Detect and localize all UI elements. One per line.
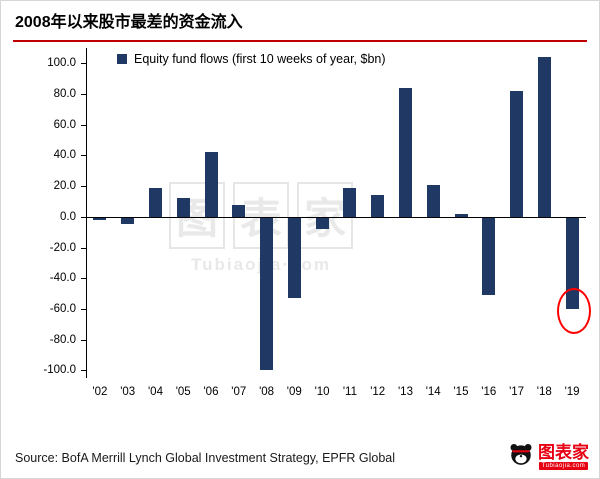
bar: [121, 216, 135, 225]
legend-swatch: [117, 54, 127, 64]
x-tick-label: '14: [425, 386, 441, 398]
legend-label: Equity fund flows (first 10 weeks of yea…: [134, 52, 386, 66]
y-tick-label: 20.0: [53, 180, 76, 193]
page-title: 2008年以来股市最差的资金流入: [15, 14, 243, 31]
y-tick-label: -40.0: [49, 272, 76, 285]
logo-url-text: Tubiaojia.com: [538, 461, 589, 470]
y-tick-label: 60.0: [53, 118, 76, 131]
y-tick: [81, 308, 86, 310]
y-tick: [81, 278, 86, 280]
y-tick: [81, 339, 86, 341]
bar: [232, 204, 246, 217]
y-tick: [81, 186, 86, 188]
bar: [260, 216, 274, 371]
x-tick-label: '05: [175, 386, 191, 398]
x-tick-label: '19: [564, 386, 580, 398]
y-tick-label: 100.0: [47, 57, 76, 70]
bar: [565, 216, 579, 309]
x-tick-label: '15: [453, 386, 469, 398]
bar: [204, 152, 218, 217]
chart-legend: Equity fund flows (first 10 weeks of yea…: [117, 52, 386, 66]
bar: [454, 213, 468, 217]
x-tick-label: '12: [370, 386, 386, 398]
y-tick-label: -60.0: [49, 302, 76, 315]
y-tick: [81, 124, 86, 126]
x-tick-label: '03: [120, 386, 136, 398]
bar: [537, 57, 551, 217]
x-tick-label: '17: [509, 386, 525, 398]
x-tick-label: '10: [314, 386, 330, 398]
x-tick-label: '07: [231, 386, 247, 398]
brand-logo: 图表家 Tubiaojia.com: [508, 441, 589, 472]
bar: [93, 216, 107, 220]
y-tick-label: 0.0: [60, 210, 76, 223]
annotation-circle: [557, 287, 592, 334]
x-tick-label: '08: [259, 386, 275, 398]
bar: [176, 198, 190, 217]
x-tick-label: '02: [92, 386, 108, 398]
source-note: Source: BofA Merrill Lynch Global Invest…: [15, 451, 396, 465]
bar: [482, 216, 496, 296]
y-tick: [81, 216, 86, 218]
y-tick: [81, 63, 86, 65]
x-tick-label: '06: [203, 386, 219, 398]
panda-logo-icon: [508, 441, 534, 472]
x-tick-label: '09: [286, 386, 302, 398]
x-tick-label: '16: [481, 386, 497, 398]
bar: [315, 216, 329, 230]
title-underline: [13, 40, 587, 42]
bar: [148, 187, 162, 217]
y-tick: [81, 94, 86, 96]
bar: [343, 187, 357, 217]
bar: [371, 195, 385, 217]
y-tick: [81, 370, 86, 372]
logo-brand-text: 图表家: [538, 442, 589, 462]
x-tick-label: '11: [342, 386, 357, 398]
y-tick-label: -100.0: [43, 364, 76, 377]
bar: [287, 216, 301, 299]
x-tick-label: '13: [397, 386, 413, 398]
bar-chart: Equity fund flows (first 10 weeks of yea…: [1, 42, 599, 407]
y-tick: [81, 155, 86, 157]
y-tick-label: 80.0: [53, 88, 76, 101]
bar: [426, 184, 440, 217]
y-tick-label: -20.0: [49, 241, 76, 254]
y-axis-line: [86, 48, 87, 378]
y-tick: [81, 247, 86, 249]
bar: [510, 91, 524, 217]
x-tick-label: '18: [536, 386, 552, 398]
logo-text: 图表家 Tubiaojia.com: [538, 442, 589, 470]
bar: [398, 87, 412, 217]
y-tick-label: 40.0: [53, 149, 76, 162]
x-tick-label: '04: [147, 386, 163, 398]
zero-line: [86, 216, 586, 218]
y-tick-label: -80.0: [49, 333, 76, 346]
